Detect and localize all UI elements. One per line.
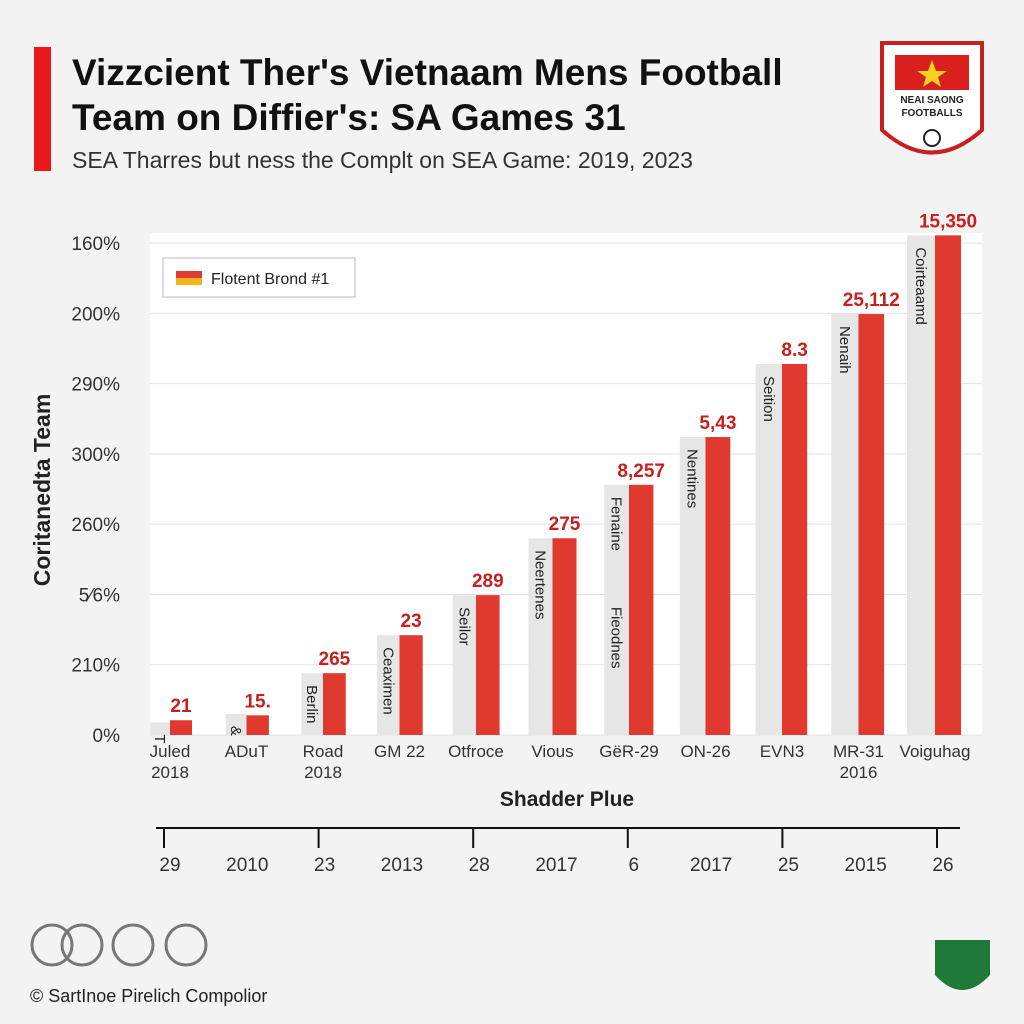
secondary-tick-label: 26: [932, 855, 953, 876]
data-label: 8,257: [617, 461, 665, 482]
bar: [629, 484, 654, 735]
x-tick-label: Voiguhag: [900, 742, 971, 761]
secondary-tick-label: 29: [159, 855, 180, 876]
y-tick-label: 160%: [71, 234, 120, 255]
bar-text: &: [227, 726, 244, 736]
bar: [935, 235, 961, 735]
bar: [225, 713, 247, 735]
bar: [377, 635, 400, 735]
icon: [60, 923, 104, 967]
icon: [164, 923, 208, 967]
logo-text: NEAI SAONG: [900, 95, 964, 106]
bar: [246, 715, 269, 735]
bar: [552, 538, 577, 735]
secondary-tick-label: 6: [629, 855, 640, 876]
x-tick-label: Vious: [531, 742, 573, 761]
bar-text: Nentines: [684, 449, 701, 508]
bar-text: Seilor: [455, 607, 472, 645]
y-tick-label: 260%: [71, 515, 120, 536]
x-axis-label: Shadder Plue: [500, 788, 634, 811]
y-axis-label: Coritanedta Team: [29, 394, 55, 587]
y-tick-label: 200%: [71, 304, 120, 325]
bar: [399, 635, 423, 735]
x-tick-label: MR-31 2016: [833, 742, 884, 782]
legend-label: Flotent Brond #1: [211, 271, 329, 288]
logo: NEAI SAONG FOOTBALLS: [880, 41, 984, 155]
secondary-tick-label: 2010: [226, 855, 268, 876]
data-label: 25,112: [843, 290, 900, 311]
secondary-tick-label: 2013: [381, 855, 423, 876]
bar: [755, 363, 782, 735]
secondary-tick-label: 2015: [845, 855, 887, 876]
footer-icons: [30, 923, 990, 990]
bar: [858, 314, 885, 735]
badge: [935, 940, 990, 990]
bar: [452, 595, 476, 735]
bar: [705, 437, 731, 735]
bar: [831, 314, 859, 735]
x-tick-label: Otfroce: [448, 742, 504, 761]
secondary-tick-label: 2017: [690, 855, 732, 876]
bar: [170, 720, 192, 735]
data-label: 23: [401, 611, 422, 632]
x-tick-label: GëR-29: [599, 742, 659, 761]
data-label: 15.: [244, 691, 270, 712]
secondary-tick-label: 23: [314, 855, 335, 876]
bar: [782, 363, 808, 735]
data-label: 289: [472, 571, 504, 592]
logo-ball: [923, 129, 941, 147]
y-tick-label: 300%: [71, 445, 120, 466]
bar: [301, 673, 323, 735]
subtitle: SEA Tharres but ness the Complt on SEA G…: [72, 147, 693, 173]
bar-text: Coirteaamd: [912, 247, 929, 325]
bar-text: Seition: [760, 376, 777, 422]
legend: Flotent Brond #1: [162, 257, 356, 298]
x-tick-label: Juled 2018: [150, 742, 191, 782]
y-tick-label: 0%: [93, 726, 121, 747]
x-tick-label: GM 22: [374, 742, 425, 761]
icon: [30, 923, 74, 967]
bar: [528, 538, 553, 735]
bar: [907, 235, 935, 735]
x-tick-label: ADuT: [225, 742, 268, 761]
bar: [323, 673, 346, 735]
data-label: 15,350: [919, 211, 977, 232]
bar-text: Neertenes: [532, 550, 549, 619]
y-tick-label: 290%: [71, 375, 120, 396]
title-line: Team on Diffier's: SA Games 31: [72, 97, 626, 138]
y-tick-label: 210%: [71, 656, 120, 677]
x-tick-label: Road 2018: [303, 742, 344, 782]
icon: [111, 923, 155, 967]
bar-text: Berlin: [303, 685, 320, 723]
data-label: 5,43: [699, 413, 736, 434]
data-label: 275: [549, 514, 581, 535]
footer-text: © SartInoe Pirelich Compolior: [30, 986, 267, 1006]
bar: [604, 484, 629, 735]
logo-text: FOOTBALLS: [901, 108, 962, 119]
secondary-tick-label: 25: [778, 855, 799, 876]
bar: [679, 437, 706, 735]
bar-text: Fenaine: [608, 497, 625, 551]
bar-text: Nenaih: [836, 326, 853, 374]
data-label: 265: [319, 649, 351, 670]
y-tick-label: 5⁄6%: [79, 585, 120, 606]
secondary-tick-label: 2017: [535, 855, 577, 876]
bar-text: T: [151, 734, 168, 743]
x-tick-label: ON-26: [680, 742, 730, 761]
data-label: 21: [170, 696, 192, 717]
title-accent: [34, 47, 51, 171]
legend-swatch-stripe: [176, 278, 202, 285]
logo-star: [917, 60, 947, 87]
title-line: Vizzcient Ther's Vietnaam Mens Football: [72, 52, 783, 93]
secondary-tick-label: 28: [469, 855, 490, 876]
data-label: 8.3: [781, 340, 807, 361]
bar-text: Fieodnes: [608, 607, 625, 669]
bar: [476, 595, 500, 735]
x-tick-label: EVN3: [760, 742, 804, 761]
bar-text: Ceaximen: [379, 647, 396, 715]
bar: [150, 722, 170, 735]
